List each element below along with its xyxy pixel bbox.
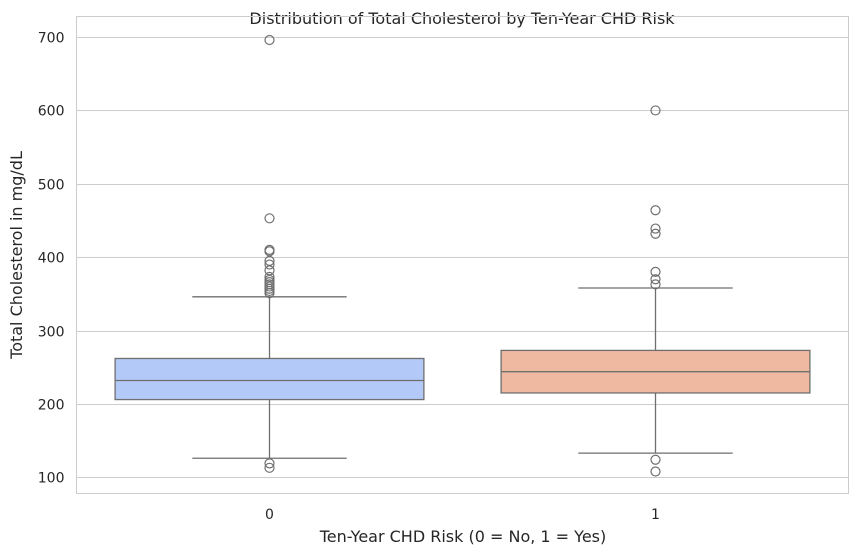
plot-frame: [76, 16, 849, 494]
box-group-0: [114, 34, 425, 473]
outlier-point: [264, 288, 275, 299]
outlier-point: [650, 279, 661, 290]
outlier-point: [650, 105, 661, 116]
outlier-point: [650, 223, 661, 234]
outlier-point: [264, 34, 275, 46]
outlier-point: [650, 466, 661, 477]
outlier-point: [264, 458, 275, 469]
outlier-point: [264, 259, 275, 270]
outlier-point: [650, 205, 661, 216]
chart-title: Distribution of Total Cholesterol by Ten…: [249, 9, 675, 28]
y-tick-label: 100: [38, 471, 65, 487]
y-tick-label: 500: [38, 178, 65, 194]
outlier-point: [650, 228, 661, 239]
y-axis-label: Total Cholesterol in mg/dL: [7, 151, 26, 360]
boxes: [114, 34, 811, 477]
y-tick-label: 400: [38, 251, 65, 267]
x-tick-label: 1: [651, 507, 660, 523]
box-group-1: [500, 105, 811, 477]
outlier-point: [650, 454, 661, 465]
outlier-point: [264, 213, 275, 224]
y-axis-ticks: 100 200 300 400 500 600 700: [38, 31, 65, 487]
outlier-point: [650, 266, 661, 277]
y-tick-label: 600: [38, 104, 65, 120]
grid: [76, 37, 849, 478]
x-axis-label: Ten-Year CHD Risk (0 = No, 1 = Yes): [319, 527, 607, 546]
y-tick-label: 300: [38, 325, 65, 341]
box-iqr: [114, 357, 425, 401]
y-tick-label: 200: [38, 398, 65, 414]
outlier-point: [264, 462, 275, 473]
x-tick-label: 0: [265, 507, 274, 523]
outlier-point: [650, 274, 661, 285]
y-tick-label: 700: [38, 31, 65, 47]
